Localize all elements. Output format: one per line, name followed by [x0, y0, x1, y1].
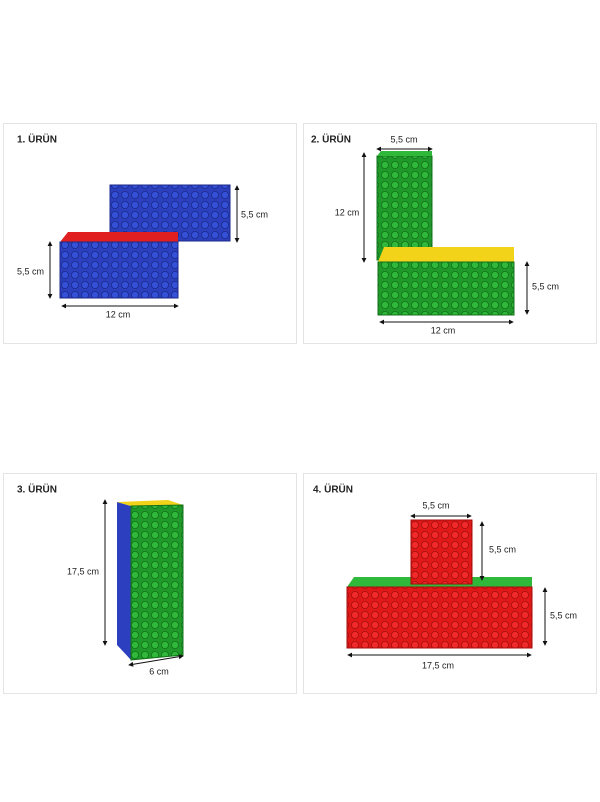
dimension-label: 17,5 cm — [67, 566, 99, 576]
panel-title: 1. ÜRÜN — [17, 133, 57, 146]
box-top — [60, 232, 178, 242]
dimension-label: 5,5 cm — [17, 266, 44, 276]
dimension-label: 5,5 cm — [550, 610, 577, 620]
panel: 2. ÜRÜN 5,5 cm 12 cm 5,5 cm 12 cm — [303, 123, 597, 344]
box — [377, 261, 515, 316]
dimension-label: 5,5 cm — [390, 134, 417, 144]
box — [346, 586, 533, 649]
box — [130, 504, 184, 661]
dimension-label: 5,5 cm — [532, 281, 559, 291]
box-side — [117, 502, 131, 660]
dimension-label: 6 cm — [149, 666, 169, 676]
box-top — [377, 151, 432, 156]
dimension-label: 5,5 cm — [489, 544, 516, 554]
box — [376, 155, 433, 261]
dimension-label: 5,5 cm — [422, 500, 449, 510]
panel-title: 3. ÜRÜN — [17, 483, 57, 496]
dimension-label: 12 cm — [335, 207, 360, 217]
box-top — [117, 500, 183, 506]
dimension-line — [128, 654, 184, 667]
dimension-label: 17,5 cm — [422, 660, 454, 670]
box — [59, 241, 179, 299]
dimension-label: 12 cm — [431, 325, 456, 335]
panel-title: 2. ÜRÜN — [311, 133, 351, 146]
dimension-label: 12 cm — [106, 309, 131, 319]
panel: 4. ÜRÜN 5,5 cm 5,5 cm 5,5 cm 17,5 cm — [303, 473, 597, 694]
box — [109, 184, 231, 242]
dimension-label: 5,5 cm — [241, 209, 268, 219]
box — [410, 519, 473, 585]
panel: 3. ÜRÜN 17,5 cm 6 cm — [3, 473, 297, 694]
panel-title: 4. ÜRÜN — [313, 483, 353, 496]
box-top — [378, 247, 514, 262]
panel: 1. ÜRÜN 5,5 cm 5,5 cm 12 cm — [3, 123, 297, 344]
